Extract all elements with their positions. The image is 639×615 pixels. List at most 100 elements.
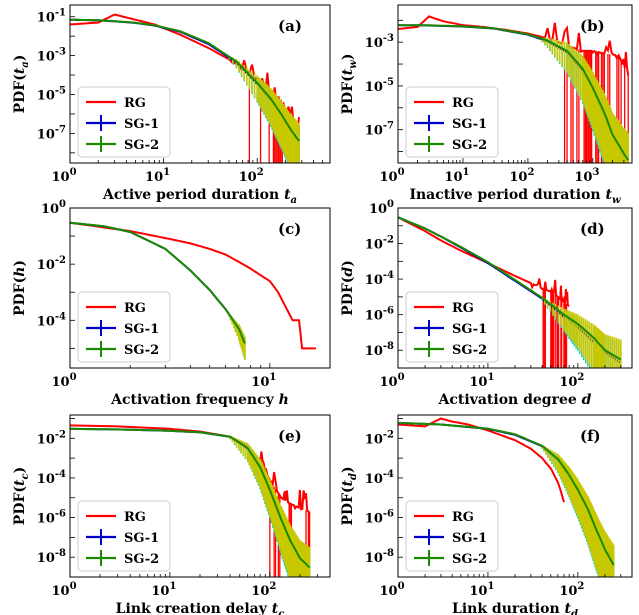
y-tick-label: 100 [369,199,394,217]
y-tick-label: 10-2 [365,429,394,447]
plot-frame [69,4,331,164]
x-axis: 100 101 [51,363,331,390]
sg-2-series-line [70,18,300,142]
panel-label: (d) [580,220,605,238]
plot-area [398,15,630,163]
y-axis: 10-7 10-5 10-3 [365,19,403,152]
legend: RG SG-1 SG-2 [405,86,499,158]
legend-label: SG-2 [452,138,487,153]
x-tick-label: 102 [239,167,264,185]
y-tick-label: 100 [41,199,66,217]
legend-label: RG [124,96,146,111]
y-tick-label: 10-5 [365,77,394,95]
x-axis-label: Activation frequency h [110,392,289,408]
panel-d: 100 101 102 10-8 10-6 10-4 10-2 100 Activation d… [340,199,633,408]
legend-label: SG-2 [452,552,487,567]
x-tick-label: 100 [379,581,404,599]
y-tick-label: 10-5 [37,85,66,103]
legend-label: RG [124,510,146,525]
panel-f: 100 101 102 10-8 10-6 10-4 10-2 Link duration t… [340,414,633,615]
y-axis-label: PDF(tw) [340,54,359,115]
legend-label: RG [452,301,474,316]
panel-c: 100 101 10-4 10-2 100 Activation frequency h P… [12,199,331,408]
x-tick-label: 100 [51,581,76,599]
legend-label: SG-1 [452,322,487,337]
rg-series-line [398,417,565,503]
x-axis: 100 101 102 [379,363,633,390]
y-tick-label: 10-6 [365,306,394,324]
y-axis: 10-8 10-6 10-4 10-2 [365,418,403,578]
panel-e: 100 101 102 10-8 10-6 10-4 10-2 Link creation d… [12,414,331,615]
plot-frame [69,207,331,369]
x-axis-label: Link duration td [452,601,578,615]
plot-area [398,417,615,577]
y-tick-label: 10-4 [37,311,66,329]
legend-label: SG-1 [124,322,159,337]
legend: RG SG-1 SG-2 [405,500,499,572]
sg-2-series-line [70,221,246,344]
x-axis: 100 101 102 [51,572,331,599]
x-axis: 100 101 102 [51,158,331,185]
y-axis: 10-8 10-6 10-4 10-2 100 [365,199,403,369]
legend-label: RG [124,301,146,316]
legend-label: SG-1 [124,531,159,546]
y-tick-label: 10-2 [365,235,394,253]
y-tick-label: 10-6 [365,509,394,527]
x-tick-label: 102 [559,372,584,390]
plot-area [398,216,622,368]
x-tick-label: 100 [379,167,404,185]
plot-area [70,221,316,360]
panel-label: (e) [278,427,302,445]
y-axis: 10-7 10-5 10-3 10-1 [37,8,75,154]
plot-area [70,424,311,577]
x-axis-label: Link creation delay tc [116,601,285,615]
y-tick-label: 10-2 [37,429,66,447]
x-tick-label: 101 [251,372,276,390]
y-axis-label: PDF(td) [340,466,359,525]
y-tick-label: 10-3 [365,33,394,51]
x-axis-label: Inactive period duration tw [409,187,620,206]
legend: RG SG-1 SG-2 [77,86,171,158]
x-tick-label: 103 [574,167,599,185]
x-tick-label: 101 [151,581,176,599]
x-tick-label: 102 [509,167,534,185]
legend: RG SG-1 SG-2 [405,291,499,363]
x-tick-label: 101 [469,581,494,599]
y-tick-label: 10-7 [365,121,394,139]
sg-2-errorbars [228,56,300,163]
legend: RG SG-1 SG-2 [77,291,171,363]
sg-2-errorbars [537,295,622,368]
x-tick-label: 100 [51,167,76,185]
x-tick-label: 102 [559,581,584,599]
y-tick-label: 10-4 [365,469,394,487]
x-axis: 100 101 102 103 [379,158,633,185]
y-tick-label: 10-8 [365,341,394,359]
legend-label: SG-2 [452,343,487,358]
panel-label: (f) [580,427,601,445]
legend-label: SG-1 [452,117,487,132]
y-axis-label: PDF(d) [340,260,356,316]
panel-label: (a) [278,17,302,35]
legend: RG SG-1 SG-2 [77,500,171,572]
y-tick-label: 10-8 [365,548,394,566]
y-tick-label: 10-3 [37,47,66,65]
y-axis-label: PDF(ta) [12,55,31,114]
legend-label: SG-2 [124,552,159,567]
x-tick-label: 102 [251,581,276,599]
sg-2-series-line [70,427,311,569]
sg-2-series-line [398,24,630,161]
rg-series-line [70,221,316,350]
panel-label: (c) [278,220,301,238]
x-tick-label: 101 [145,167,170,185]
y-axis-label: PDF(tc) [12,467,31,525]
x-axis-label: Activation degree d [438,392,592,408]
legend-label: RG [452,96,474,111]
legend-label: RG [452,510,474,525]
sg-2-errorbars [537,444,615,577]
y-tick-label: 10-1 [37,8,66,26]
x-axis: 100 101 102 [379,572,633,599]
x-tick-label: 101 [444,167,469,185]
x-tick-label: 101 [469,372,494,390]
y-tick-label: 10-8 [37,548,66,566]
